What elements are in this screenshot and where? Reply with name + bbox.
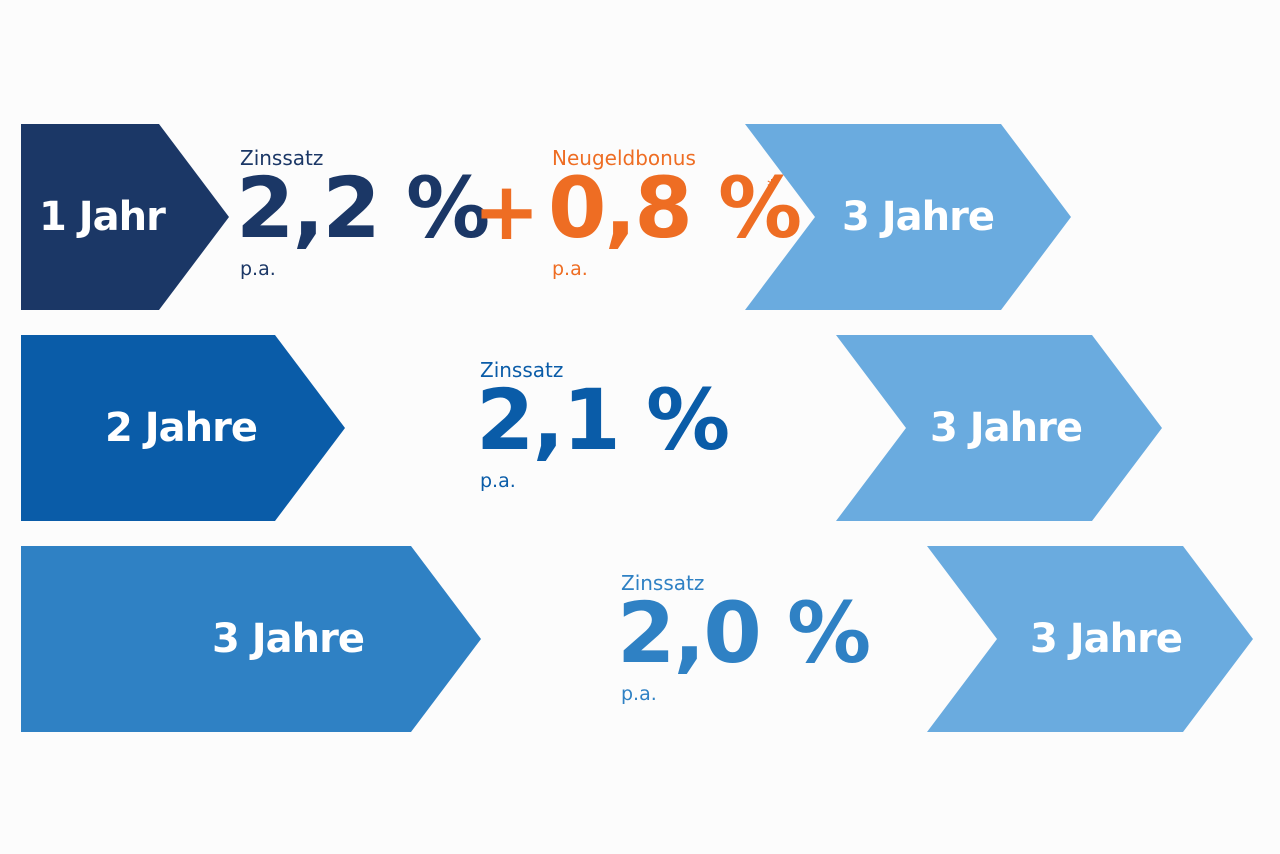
term-label: 1 Jahr <box>39 194 166 240</box>
target-label: 3 Jahre <box>930 405 1083 451</box>
rate-caption: Zinssatz <box>240 146 324 170</box>
plus-sign: + <box>473 165 541 258</box>
target-label: 3 Jahre <box>1030 616 1183 662</box>
pentagon-arrow-shape <box>21 546 481 732</box>
term-label: 2 Jahre <box>105 405 258 451</box>
chevron-shape <box>836 335 1162 521</box>
target-label: 3 Jahre <box>842 194 995 240</box>
bonus-value: 0,8 % <box>548 159 802 257</box>
term-arrow-2-years: 2 Jahre <box>21 335 345 521</box>
rate-suffix: p.a. <box>240 258 276 280</box>
bonus-suffix: p.a. <box>552 258 588 280</box>
target-chevron-row-2: 3 Jahre <box>836 335 1162 521</box>
rate-caption: Zinssatz <box>480 358 564 382</box>
chevron-shape <box>927 546 1253 732</box>
rate-suffix: p.a. <box>480 470 516 492</box>
term-arrow-3-years: 3 Jahre <box>21 546 481 732</box>
pentagon-arrow-shape <box>21 124 229 310</box>
rate-value: 2,2 % <box>236 159 490 257</box>
rate-value: 2,0 % <box>617 584 871 682</box>
target-chevron-row-1: 3 Jahre <box>745 124 1071 310</box>
rate-value: 2,1 % <box>476 371 730 469</box>
pentagon-arrow-shape <box>21 335 345 521</box>
rate-suffix: p.a. <box>621 683 657 705</box>
target-chevron-row-3: 3 Jahre <box>927 546 1253 732</box>
footnote-asterisk: * <box>767 176 776 197</box>
term-arrow-1-year: 1 Jahr <box>21 124 229 310</box>
term-label: 3 Jahre <box>212 616 365 662</box>
bonus-caption: Neugeldbonus <box>552 146 696 170</box>
chevron-shape <box>745 124 1071 310</box>
rate-caption: Zinssatz <box>621 571 705 595</box>
